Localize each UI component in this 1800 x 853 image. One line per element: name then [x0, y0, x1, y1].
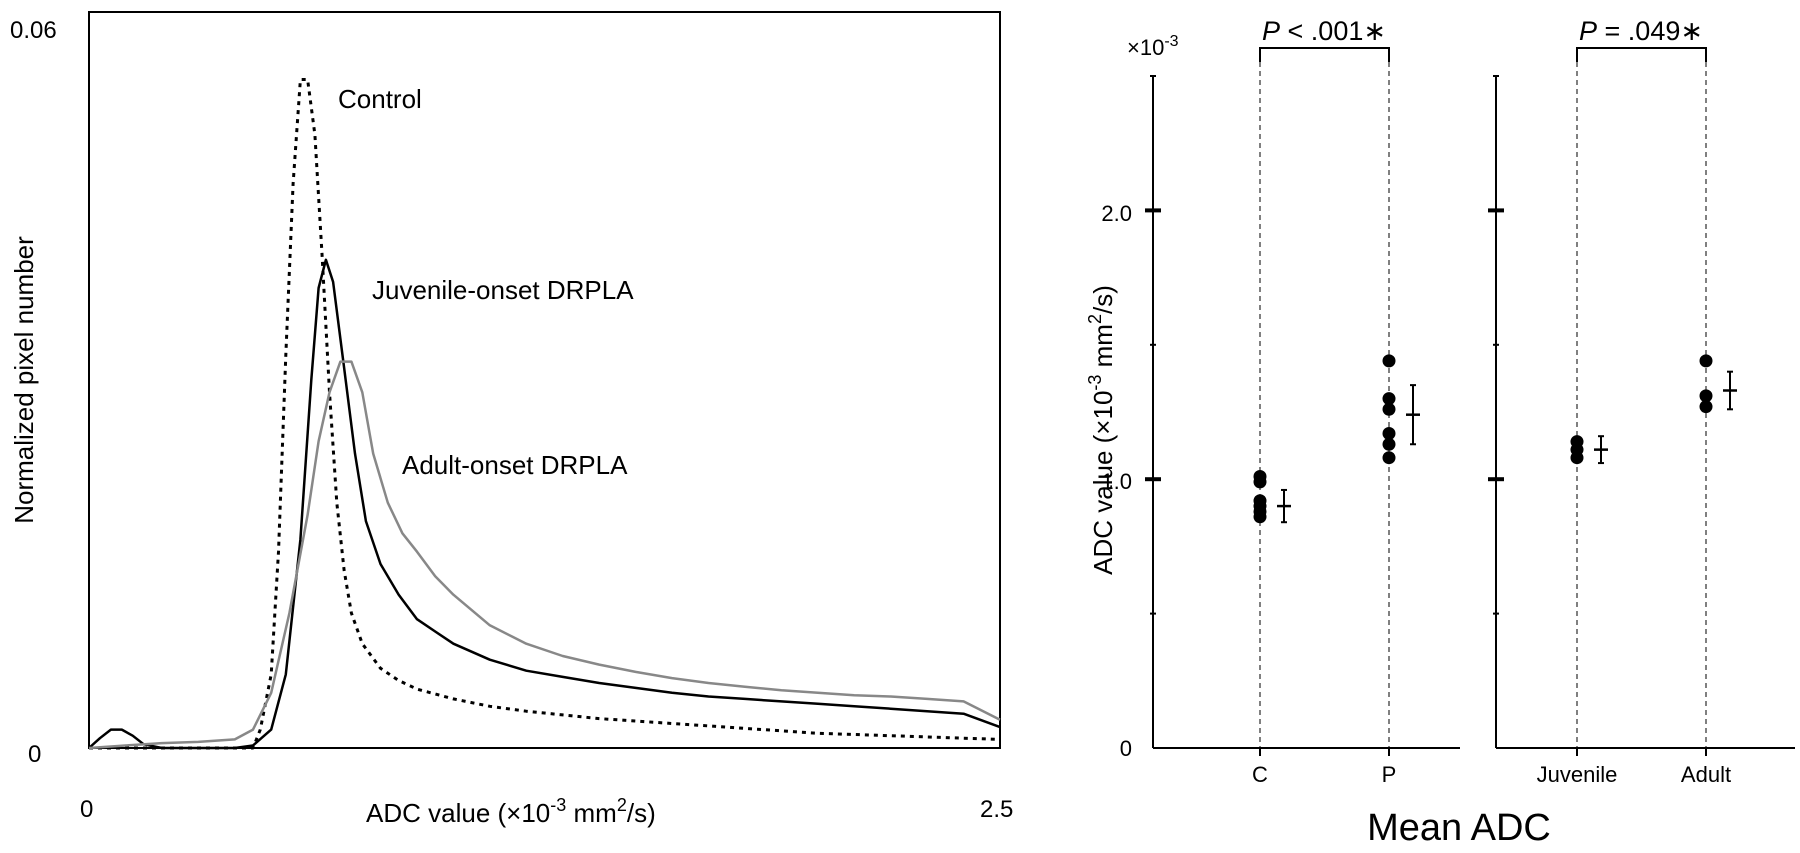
cp-y-tick-label-zero: 0: [1120, 736, 1132, 761]
onset-data-point: [1699, 400, 1713, 414]
cp-y-axis-label-unit: mm: [1088, 324, 1118, 375]
histogram-chart: 0.06 0 0 2.5 Normalized pixel number ADC…: [9, 11, 1013, 828]
onset-p-symbol: P: [1579, 16, 1597, 46]
cp-comparison-label: P < .001∗: [1262, 16, 1386, 46]
cp-data-point: [1382, 402, 1396, 416]
figure-caption: Mean ADC: [1367, 807, 1551, 849]
x-axis-label-main: ADC value (×10: [366, 798, 550, 828]
onset-data-point: [1699, 389, 1713, 403]
cp-data-point: [1382, 437, 1396, 451]
onset-data-point: [1570, 451, 1584, 465]
cp-marks-layer: [1145, 62, 1420, 756]
x-axis-label-unit-exponent: 2: [617, 795, 627, 815]
annotation-adult: Adult-onset DRPLA: [402, 450, 628, 480]
cp-data-point: [1382, 392, 1396, 406]
cp-x-tick-label-p: P: [1382, 762, 1397, 787]
onset-p-value: = .049: [1597, 16, 1680, 46]
series-line-adult-onset-drpla: [88, 360, 1001, 750]
series-line-control: [89, 78, 1001, 750]
cp-data-point: [1382, 451, 1396, 465]
onset-x-tick-label-juvenile: Juvenile: [1537, 762, 1618, 787]
y-tick-label-zero: 0: [28, 741, 41, 768]
cp-data-point: [1253, 475, 1267, 489]
x-axis-label: ADC value (×10-3 mm2/s): [366, 795, 656, 828]
x-tick-label-zero: 0: [80, 796, 93, 823]
onset-comparison-bracket: [1576, 47, 1707, 62]
cp-y-tick-label-1: 1.0: [1101, 469, 1132, 494]
cp-data-point: [1382, 354, 1396, 368]
cp-y-axis-label-tail: /s): [1088, 285, 1118, 314]
scatter-chart-onset: Juvenile Adult P = .049∗: [1488, 16, 1795, 787]
cp-y-axis-label: ADC value (×10-3 mm2/s): [1085, 285, 1118, 575]
x-tick-label-max: 2.5: [980, 796, 1013, 823]
y-axis-label: Normalized pixel number: [9, 236, 39, 524]
x-axis-label-unit: mm: [566, 798, 617, 828]
series-line-juvenile-onset-drpla: [88, 258, 1001, 750]
onset-data-point: [1699, 354, 1713, 368]
histogram-plot-frame: [88, 11, 1001, 749]
cp-y-multiplier: ×10-3: [1127, 33, 1179, 60]
onset-comparison-label: P = .049∗: [1579, 16, 1703, 46]
x-axis-label-exponent: -3: [550, 795, 566, 815]
scatter-chart-cp: ×10-3 0 1.0 2.0 ADC value (×10-3 mm2/s) …: [1085, 16, 1460, 787]
cp-data-point: [1253, 510, 1267, 524]
y-tick-label-max: 0.06: [10, 17, 57, 44]
onset-x-tick-label-adult: Adult: [1681, 762, 1731, 787]
cp-y-multiplier-base: ×10: [1127, 35, 1164, 60]
annotation-control: Control: [338, 84, 422, 114]
annotation-juvenile: Juvenile-onset DRPLA: [372, 275, 634, 305]
cp-y-tick-label-2: 2.0: [1101, 201, 1132, 226]
cp-y-multiplier-exponent: -3: [1164, 33, 1178, 50]
cp-x-tick-label-c: C: [1252, 762, 1268, 787]
cp-y-axis-label-exponent: -3: [1085, 375, 1105, 391]
cp-data-point: [1382, 427, 1396, 440]
cp-p-symbol: P: [1262, 16, 1280, 46]
cp-y-axis-label-unit-exponent: 2: [1085, 314, 1105, 324]
cp-y-axis-label-main: ADC value (×10: [1088, 391, 1118, 575]
cp-comparison-bracket: [1259, 47, 1390, 62]
cp-significance-mark: ∗: [1363, 16, 1386, 46]
onset-marks-layer: [1488, 62, 1737, 756]
onset-significance-mark: ∗: [1680, 16, 1703, 46]
x-axis-label-tail: /s): [627, 798, 656, 828]
cp-p-value: < .001: [1280, 16, 1363, 46]
histogram-series-layer: [88, 78, 1001, 750]
